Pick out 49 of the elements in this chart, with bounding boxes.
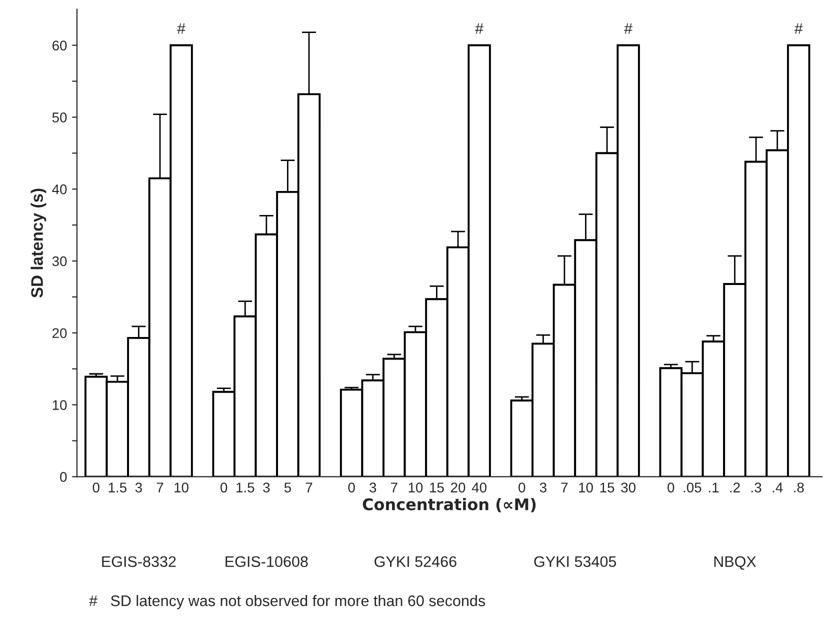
data-label: #	[794, 23, 803, 34]
y-tick-label: 20	[52, 328, 67, 338]
x-tick-label: 15	[430, 482, 444, 492]
x-tick-label: 0	[220, 482, 228, 492]
y-tick-label: 50	[52, 112, 67, 122]
x-tick-label: 0	[348, 482, 355, 492]
x-tick-label: 10	[408, 482, 423, 492]
y-tick-label: 40	[52, 184, 67, 194]
x-tick-label: 3	[135, 482, 142, 492]
x-tick-label: 30	[621, 482, 636, 492]
x-tick-label: 0	[668, 482, 674, 492]
data-label: #	[475, 23, 484, 34]
x-tick-label: .3	[752, 482, 762, 492]
x-tick-label: 10	[579, 482, 593, 492]
text: EGIS-8332	[102, 556, 176, 568]
x-tick-label: 1.5	[108, 482, 126, 492]
x-tick-label: 7	[390, 482, 398, 492]
text: NBQX	[714, 556, 756, 570]
x-tick-label: 0	[92, 482, 100, 492]
x-tick-label: 40	[472, 482, 486, 492]
x-tick-label: 1.5	[236, 482, 254, 492]
x-tick-label: .2	[730, 482, 740, 492]
x-tick-label: 7	[156, 482, 164, 492]
data-label: #	[177, 23, 186, 34]
x-tick-label: 7	[561, 482, 568, 492]
text: GYKI 52466	[374, 556, 456, 568]
x-tick-label: 7	[306, 482, 312, 492]
y-axis-title: SD latency (s)	[30, 188, 46, 298]
y-tick-label: 30	[52, 256, 67, 266]
x-tick-label: 10	[174, 482, 188, 492]
text: GYKI 53405	[534, 556, 616, 568]
x-axis-title: Concentration (∝M)	[362, 498, 536, 512]
x-tick-label: .1	[708, 482, 719, 492]
text: # SD latency was not observed for more than 60 seconds	[89, 594, 486, 610]
x-tick-label: 20	[450, 482, 466, 492]
y-tick-label: 0	[60, 472, 67, 482]
text: EGIS-10608	[226, 556, 308, 568]
y-tick-label: 10	[52, 400, 67, 410]
x-tick-label: .4	[772, 482, 783, 492]
x-tick-label: .8	[794, 482, 804, 492]
x-tick-label: 0	[518, 482, 526, 492]
x-tick-label: 5	[284, 482, 291, 492]
x-tick-label: 3	[370, 482, 376, 492]
x-tick-label: .05	[684, 482, 702, 492]
x-tick-label: 3	[540, 482, 546, 492]
x-tick-label: 3	[263, 482, 270, 492]
y-tick-label: 60	[52, 40, 67, 50]
data-label: #	[624, 23, 632, 34]
x-tick-label: 15	[600, 482, 614, 492]
